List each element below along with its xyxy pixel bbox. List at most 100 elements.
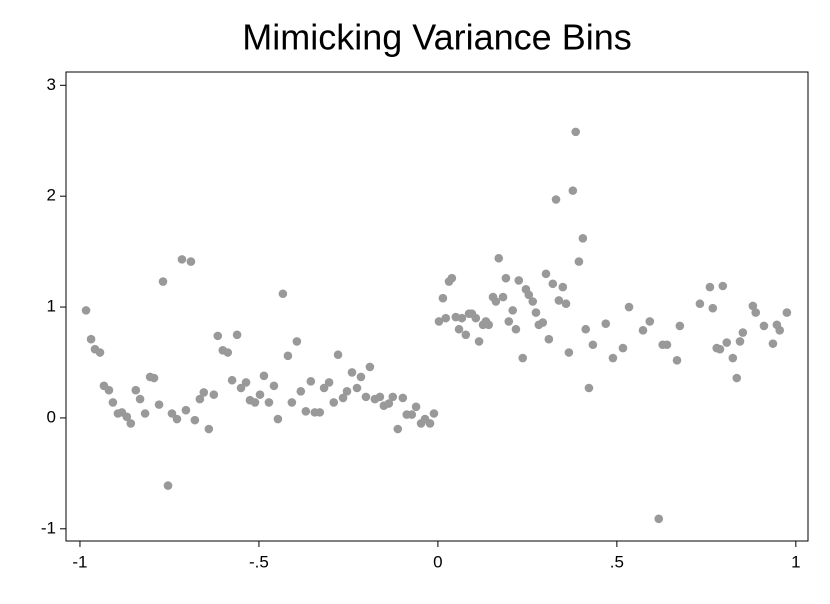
point (551, 195, 561, 204)
point (108, 398, 118, 407)
point (365, 362, 375, 372)
point (407, 410, 417, 419)
point (518, 353, 528, 363)
point (782, 308, 792, 317)
plot-frame (65, 71, 809, 542)
point (548, 279, 558, 289)
point (384, 399, 394, 408)
point (425, 419, 435, 428)
point (564, 348, 574, 357)
point (447, 273, 457, 283)
point (255, 390, 265, 399)
point (715, 344, 725, 354)
point (471, 313, 481, 323)
point (654, 514, 664, 524)
point (209, 390, 219, 399)
point (662, 340, 672, 350)
point (601, 319, 611, 328)
point (501, 273, 511, 283)
point (528, 297, 538, 306)
point (135, 394, 145, 404)
point (259, 371, 269, 381)
chart-title: Mimicking Variance Bins (242, 17, 631, 58)
point (236, 383, 246, 393)
point (172, 414, 182, 424)
point (514, 276, 524, 285)
point (441, 313, 451, 323)
x-tick-label: .5 (610, 552, 624, 571)
x-tick-label: -1 (72, 552, 87, 571)
x-tick-label: 1 (791, 552, 800, 571)
point (461, 330, 471, 340)
point (306, 377, 316, 386)
point (241, 378, 251, 387)
point (227, 375, 237, 385)
point (581, 324, 591, 334)
point (454, 324, 464, 334)
point (232, 330, 242, 340)
point (195, 394, 205, 404)
point (584, 383, 594, 393)
point (645, 317, 655, 326)
point (738, 328, 748, 337)
point (131, 385, 141, 395)
point (705, 282, 715, 292)
point (167, 409, 177, 418)
point (329, 398, 339, 407)
point (338, 393, 348, 403)
point (95, 348, 105, 357)
point (732, 373, 742, 383)
point (491, 297, 501, 306)
point (561, 299, 571, 309)
point (538, 318, 548, 327)
point (759, 321, 769, 331)
point (213, 331, 223, 341)
point (695, 299, 705, 309)
point (86, 334, 96, 344)
point (190, 415, 200, 425)
point (434, 317, 444, 326)
point (126, 419, 136, 428)
point (292, 337, 302, 346)
point (278, 289, 288, 299)
point (498, 292, 508, 302)
y-tick-label: 2 (47, 186, 56, 205)
point (122, 412, 132, 422)
point (775, 326, 785, 335)
point (181, 405, 191, 415)
y-tick-label: 3 (47, 75, 56, 94)
point (154, 400, 164, 409)
point (531, 308, 541, 317)
point (342, 387, 352, 396)
point (223, 348, 233, 357)
point (638, 326, 648, 335)
point (524, 290, 534, 300)
point (81, 306, 91, 315)
point (751, 308, 761, 317)
point (163, 481, 173, 490)
point (388, 392, 398, 402)
point (333, 350, 343, 360)
point (283, 351, 293, 361)
point (728, 353, 738, 363)
point (347, 368, 357, 377)
point (361, 392, 371, 402)
point (494, 253, 504, 263)
point (544, 334, 554, 344)
point (735, 337, 745, 346)
point (149, 373, 159, 383)
point (296, 387, 306, 396)
x-tick-label: 0 (433, 552, 442, 571)
point (393, 424, 403, 434)
point (324, 378, 334, 387)
point (474, 337, 484, 346)
point (504, 317, 514, 326)
point (177, 255, 187, 264)
point (748, 301, 758, 311)
point (508, 306, 518, 315)
point (672, 355, 682, 365)
point (541, 269, 551, 279)
point (158, 277, 168, 286)
